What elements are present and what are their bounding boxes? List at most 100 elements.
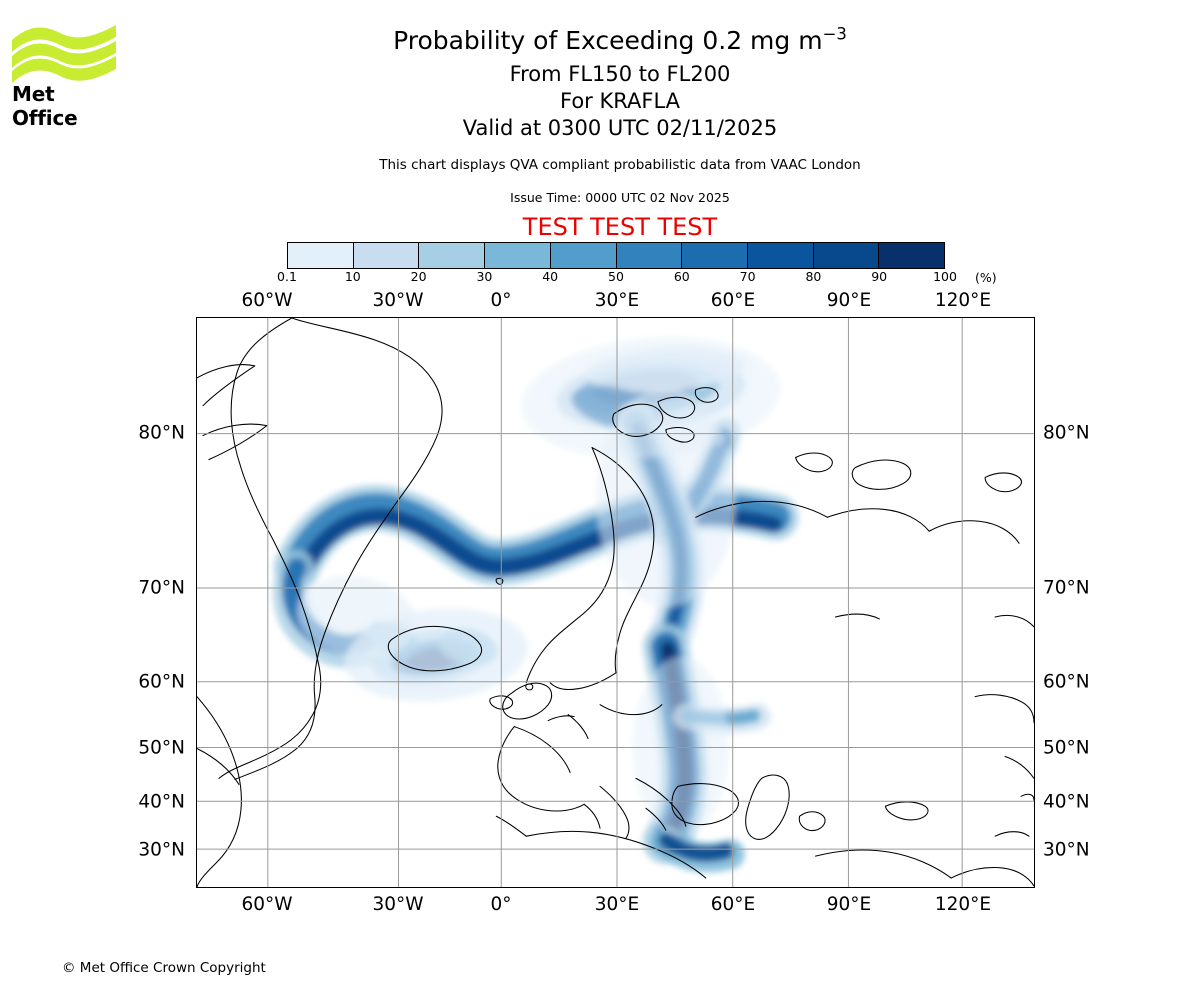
met-office-waves-icon [12,25,116,83]
coastline-path [567,714,589,740]
colorbar-tick-6: 60 [673,269,690,284]
coastlines-layer [197,318,1034,887]
plume-band [658,832,734,862]
coastline-path [950,867,1034,887]
colorbar [287,242,945,269]
plume-blob [521,337,781,459]
map-canvas [197,318,1034,887]
colorbar-segment-4 [549,243,616,268]
coastline-path [612,403,664,437]
lon-label-bottom-2: 0° [490,894,512,915]
lon-label-top-5: 90°E [826,290,872,311]
page-title-text: Probability of Exceeding 0.2 mg m [393,26,823,55]
coastline-path [984,472,1022,493]
colorbar-tick-9: 90 [871,269,888,284]
lon-label-top-0: 60°W [241,290,293,311]
lat-label-right-2: 60°N [1043,671,1090,693]
coastline-path [218,318,322,779]
coastline-path [513,726,571,773]
lon-label-bottom-0: 60°W [241,894,293,915]
coastline-path [197,696,242,887]
coastline-path [974,694,1034,724]
colorbar-segment-3 [484,243,550,268]
colorbar-tick-4: 40 [542,269,559,284]
logo-wave-3 [12,56,116,83]
colorbar-segment-8 [812,243,879,268]
lat-label-right-5: 30°N [1043,839,1090,861]
coastline-path [583,803,601,829]
lat-label-left-2: 60°N [138,671,185,693]
coastline-path [525,447,615,684]
coastline-path [591,447,655,674]
colorbar-gradient [287,242,945,269]
map-plot-area[interactable] [196,317,1035,888]
coastline-path [197,364,256,407]
coastline-path [495,577,504,585]
lat-label-left-4: 40°N [138,791,185,813]
coastline-path [1020,793,1034,801]
colorbar-tick-2: 20 [410,269,427,284]
coastline-path [884,801,929,821]
ash-plume-layer [273,337,799,873]
lat-label-right-3: 50°N [1043,737,1090,759]
lat-label-left-5: 30°N [138,839,185,861]
coastline-path [645,807,667,831]
colorbar-segment-6 [681,243,747,268]
lon-label-bottom-5: 90°E [826,894,872,915]
coastline-path [547,715,575,722]
colorbar-tick-8: 80 [805,269,822,284]
coastline-path [495,815,527,837]
lon-label-bottom-6: 120°E [934,894,992,915]
coastline-path [834,613,880,620]
valid-time-subtitle: Valid at 0300 UTC 02/11/2025 [462,116,778,140]
lat-label-right-1: 70°N [1043,577,1090,599]
plume-blob [297,576,416,658]
coastline-path [197,747,240,785]
coastline-path [599,785,630,839]
coastline-path [387,625,483,672]
coastline-path [814,849,952,879]
colorbar-tick-5: 50 [608,269,624,284]
colorbar-segment-0 [288,243,353,268]
qva-compliance-note: This chart displays QVA compliant probab… [379,157,861,173]
lat-label-left-3: 50°N [138,737,185,759]
volcano-name-subtitle: For KRAFLA [560,89,680,113]
page-title-exponent: −3 [822,24,847,44]
lat-label-left-0: 80°N [138,422,185,444]
lon-label-bottom-3: 30°E [594,894,640,915]
coastline-path [994,831,1030,837]
lon-label-top-1: 30°W [372,290,424,311]
coastline-path [234,318,443,780]
lon-label-bottom-1: 30°W [372,894,424,915]
lon-label-top-2: 0° [490,290,512,311]
coastline-path [928,520,1020,544]
lon-label-top-3: 30°E [594,290,640,311]
colorbar-tick-3: 30 [476,269,493,284]
coastline-path [671,783,739,826]
logo-wave-2 [12,41,116,68]
page-title: Probability of Exceeding 0.2 mg m−3 [140,26,1100,55]
test-banner: TEST TEST TEST [522,213,718,241]
coastline-path [202,423,268,461]
colorbar-segment-7 [746,243,813,268]
colorbar-tick-1: 10 [344,269,361,284]
coastline-path [851,459,912,490]
coastline-path [657,396,696,419]
copyright-notice: © Met Office Crown Copyright [62,960,266,976]
colorbar-tick-7: 70 [739,269,756,284]
lon-label-bottom-4: 60°E [710,894,756,915]
colorbar-tick-10: 100 [933,269,957,284]
issue-time-text: Issue Time: 0000 UTC 02 Nov 2025 [510,190,730,205]
coastline-path [525,830,707,879]
colorbar-segment-2 [418,243,485,268]
coastline-path [635,777,687,827]
met-office-brand-text: Met Office [12,82,78,130]
coastline-path [798,811,826,832]
coastline-path [695,500,829,518]
logo-wave-1 [12,25,116,52]
coastline-path [795,452,833,473]
coastline-path [502,682,553,720]
lat-label-right-0: 80°N [1043,422,1090,444]
met-office-logo: Met Office [10,22,120,130]
